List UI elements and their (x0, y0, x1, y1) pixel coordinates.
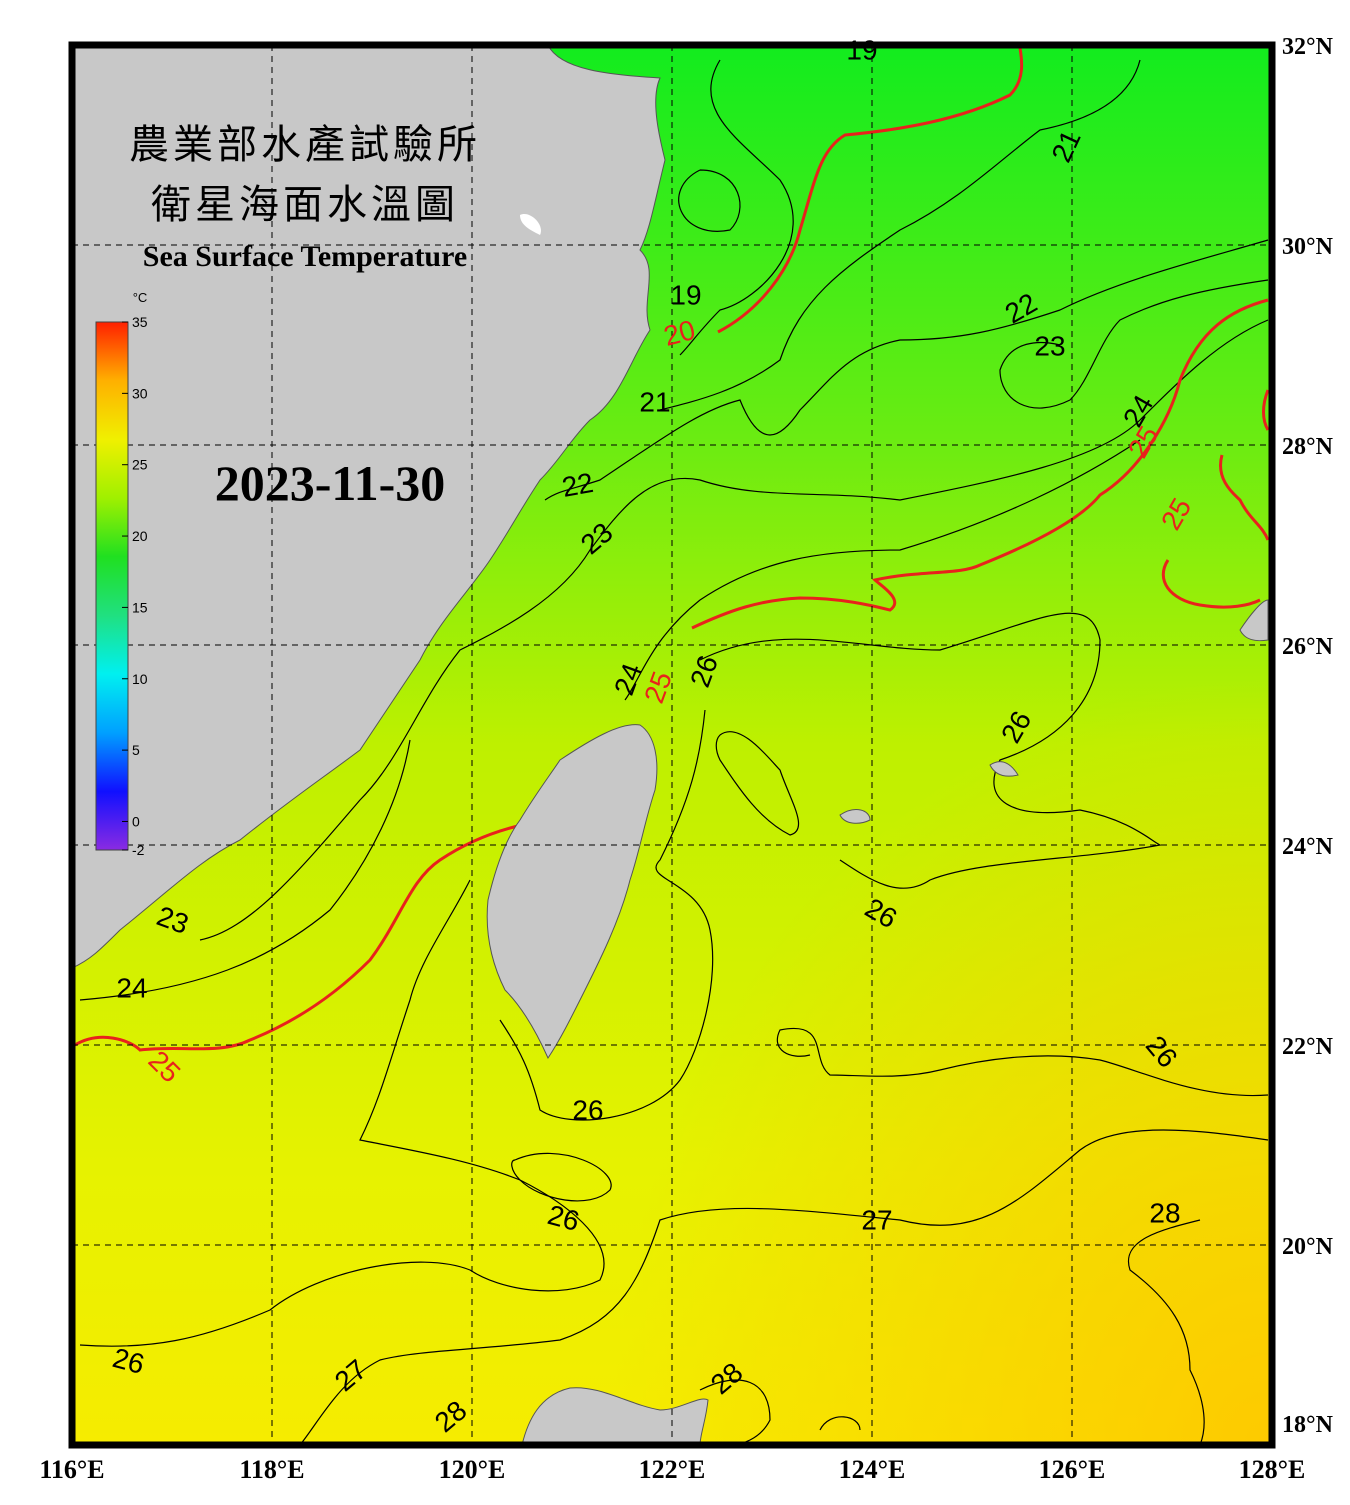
taiwan (486, 724, 658, 1060)
contour-line (715, 731, 800, 836)
contour-line (199, 319, 1269, 941)
contour-line (819, 1416, 861, 1431)
contour-line (544, 239, 1269, 501)
lat-label: 28°N (1282, 434, 1334, 460)
lon-label: 118°E (239, 1455, 304, 1484)
lat-label: 18°N (1282, 1412, 1334, 1438)
highlight-line (717, 47, 1024, 334)
date: 2023-11-30 (215, 455, 446, 511)
lat-label: 20°N (1282, 1234, 1334, 1260)
contour-line (299, 1129, 1269, 1445)
colorbar (95, 321, 129, 851)
land (72, 45, 1269, 1445)
lon-label: 128°E (1239, 1455, 1306, 1484)
lat-label: 32°N (1282, 34, 1334, 60)
colorbar-unit: °C (133, 290, 148, 305)
contour-label: 19 (846, 34, 877, 65)
colorbar-label: 25 (132, 457, 148, 473)
mainland (72, 45, 666, 969)
luzon (521, 1387, 709, 1445)
lat-label: 26°N (1282, 634, 1334, 660)
contour-label: 21 (639, 386, 670, 417)
lat-label: 30°N (1282, 234, 1334, 260)
highlight-line (74, 823, 523, 1052)
lat-label: 22°N (1282, 1034, 1334, 1060)
lon-label: 122°E (639, 1455, 706, 1484)
highlight-line (1219, 454, 1270, 541)
colorbar-label: 15 (132, 599, 148, 615)
title-zh: 衛星海面水溫圖 (151, 183, 459, 227)
lon-label: 126°E (1039, 1455, 1106, 1484)
map-body (72, 45, 1272, 1445)
lake (520, 214, 541, 235)
contour-line (511, 1152, 612, 1202)
contour-line (678, 169, 741, 232)
grid (72, 45, 1272, 1445)
lon-label: 116°E (39, 1455, 104, 1484)
colorbar-label: 5 (132, 742, 140, 758)
highlight-line (691, 298, 1269, 630)
contour-label: 22 (560, 467, 596, 503)
colorbar-label: -2 (132, 842, 145, 858)
title-zh: 農業部水產試驗所 (129, 123, 481, 167)
colorbar-label: 20 (132, 528, 148, 544)
contour-line (699, 612, 1162, 889)
title-en: Sea Surface Temperature (143, 240, 467, 273)
colorbar-label: 30 (132, 385, 148, 401)
contour-line (1127, 1219, 1205, 1445)
contour-label: 23 (1034, 330, 1065, 361)
contour-label: 19 (670, 279, 701, 310)
colorbar-label: 10 (132, 671, 148, 687)
highlight-line (1262, 389, 1270, 431)
map-frame (68, 41, 1276, 1449)
contour-line (776, 1027, 1269, 1097)
island (839, 809, 871, 824)
contour-label: 24 (116, 972, 147, 1003)
contour-line (679, 59, 794, 356)
contour-label: 28 (1149, 1197, 1180, 1228)
contour-line (79, 739, 411, 1001)
lon-label: 124°E (839, 1455, 906, 1484)
lon-label: 120°E (439, 1455, 506, 1484)
contour-line (499, 709, 714, 1121)
contour-line (659, 59, 1141, 411)
highlight-line (1161, 559, 1261, 609)
contour-line (999, 279, 1269, 409)
island (989, 761, 1019, 777)
contour-line (79, 879, 605, 1347)
colorbar-label: 35 (132, 314, 148, 330)
island (1239, 599, 1269, 642)
colorbar-label: 0 (132, 813, 140, 829)
lat-label: 24°N (1282, 834, 1334, 860)
contour-label: 27 (861, 1204, 892, 1235)
highlight-contours (74, 47, 1270, 1052)
contour-label: 26 (572, 1094, 603, 1125)
